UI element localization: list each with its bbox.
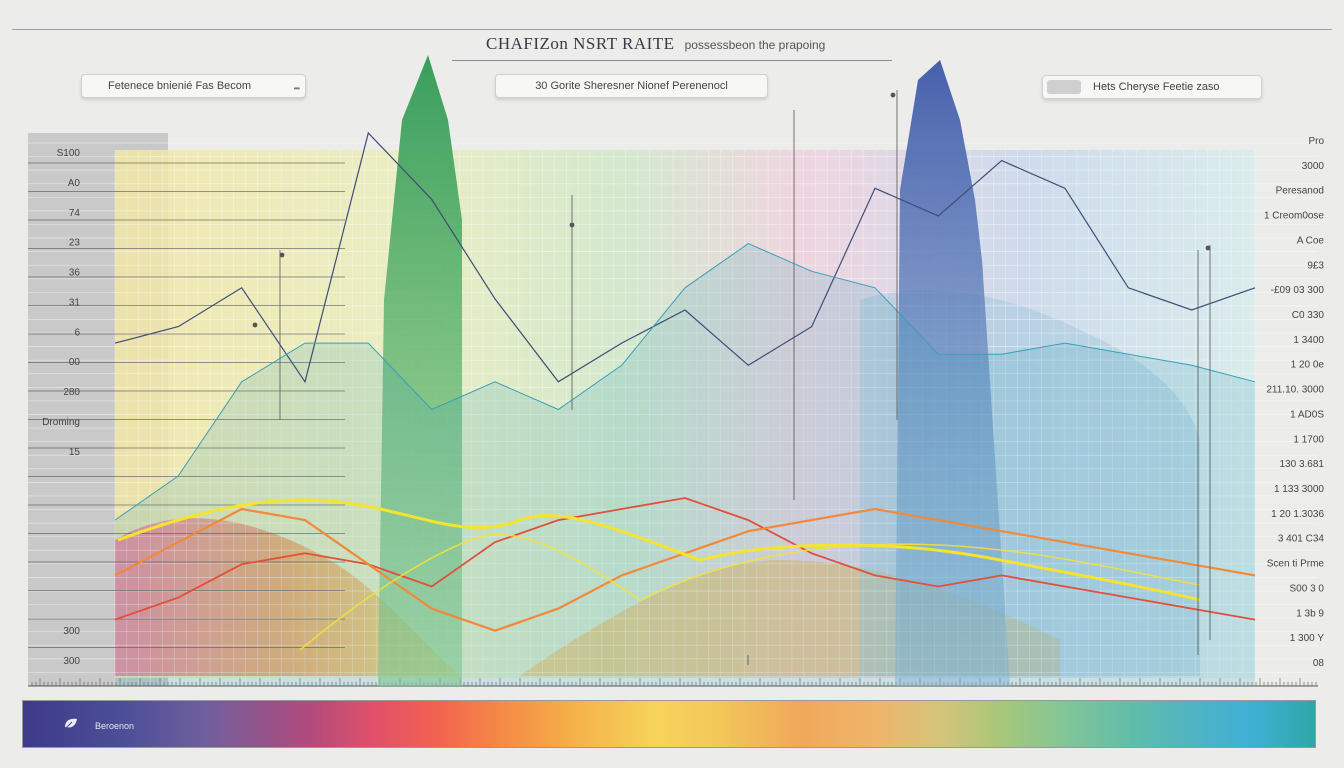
chart-header: CHAFIZon NSRT RAITE possessbeon the prap… bbox=[486, 34, 825, 54]
right-tick-label: 1 300 Y bbox=[1290, 633, 1325, 644]
left-tick-label: 36 bbox=[69, 268, 81, 279]
right-tick-label: 1 20 0e bbox=[1291, 360, 1325, 371]
title-underline bbox=[452, 60, 892, 61]
right-filter-field[interactable]: Hets Cheryse Feetie zaso bbox=[1042, 75, 1262, 99]
marker-dot bbox=[252, 322, 258, 328]
series-line-red bbox=[114, 497, 1256, 621]
leaf-icon bbox=[64, 718, 77, 730]
right-tick-label: Peresanod bbox=[1276, 186, 1324, 197]
series-line-yellow bbox=[117, 498, 1201, 602]
marker-dot bbox=[569, 222, 575, 228]
pink-orange-blob bbox=[115, 518, 460, 676]
right-tick-label: 3 401 C34 bbox=[1278, 534, 1325, 545]
center-filter-field[interactable]: 30 Gorite Sheresner Nionef Perenenocl bbox=[495, 74, 768, 98]
left-tick-label: A0 bbox=[68, 178, 81, 189]
blue-band bbox=[895, 60, 1010, 686]
right-tick-label: C0 330 bbox=[1292, 310, 1325, 321]
chart-ticks: S100 A0 74 23 36 31 6 00 280 Droming 15 300 300 Pro 30… bbox=[42, 136, 1324, 669]
series-line-dark bbox=[114, 131, 1256, 384]
color-spectrum-bar: Beroenon bbox=[22, 700, 1316, 748]
right-tick-label: 1 AD0S bbox=[1290, 409, 1324, 420]
right-tick-label: 1 Creom0ose bbox=[1264, 211, 1324, 222]
right-tick-label: 1 3b 9 bbox=[1296, 608, 1324, 619]
left-tick-label: 300 bbox=[63, 626, 80, 637]
chart-series bbox=[114, 55, 1256, 686]
right-tick-label: 3000 bbox=[1302, 161, 1325, 172]
marker-dot bbox=[279, 252, 285, 258]
right-tick-label: -£09 03 300 bbox=[1271, 285, 1325, 296]
left-tick-label: 300 bbox=[63, 656, 80, 667]
chart-subtitle: possessbeon the prapoing bbox=[684, 38, 826, 52]
series-line-yellow-2 bbox=[299, 533, 1201, 651]
right-tick-label: Scen ti Prme bbox=[1267, 559, 1325, 570]
right-filter-label: Hets Cheryse Feetie zaso bbox=[1093, 81, 1220, 93]
spectrum-label: Beroenon bbox=[95, 721, 135, 731]
left-tick-label: 74 bbox=[69, 208, 81, 219]
left-filter-field[interactable]: Fetenece bnienié Fas Becom ••• bbox=[81, 74, 306, 98]
chart: S100 A0 74 23 36 31 6 00 280 Droming 15 300 300 Pro 30… bbox=[28, 55, 1324, 687]
center-filter-label: 30 Gorite Sheresner Nionef Perenenocl bbox=[535, 80, 728, 92]
left-tick-label: 00 bbox=[69, 357, 81, 368]
green-band bbox=[378, 55, 462, 686]
right-tick-label: 1 1700 bbox=[1293, 434, 1324, 445]
left-tick-label: 280 bbox=[63, 387, 80, 398]
left-tick-label: S100 bbox=[57, 148, 81, 159]
top-rule bbox=[12, 29, 1332, 30]
marker-dot bbox=[1205, 245, 1211, 251]
left-tick-label: 23 bbox=[69, 238, 81, 249]
right-tick-label: 1 3400 bbox=[1293, 335, 1324, 346]
chart-grid bbox=[28, 142, 1318, 687]
toggle-knob[interactable] bbox=[1047, 80, 1081, 94]
right-tick-label: 1 20 1.3036 bbox=[1271, 509, 1324, 520]
right-tick-label: S00 3 0 bbox=[1290, 583, 1325, 594]
left-filter-label: Fetenece bnienié Fas Becom bbox=[108, 80, 252, 92]
right-tick-label: A Coe bbox=[1297, 235, 1325, 246]
series-line-teal bbox=[114, 243, 1256, 521]
right-tick-label: 9£3 bbox=[1307, 260, 1324, 271]
right-tick-label: 08 bbox=[1313, 658, 1325, 669]
more-icon[interactable]: ••• bbox=[293, 84, 300, 93]
left-tick-label: 15 bbox=[69, 447, 81, 458]
marker-dot bbox=[890, 92, 896, 98]
left-tick-label: Droming bbox=[42, 417, 80, 428]
left-tick-label: 6 bbox=[74, 327, 80, 338]
right-tick-label: 211.10. 3000 bbox=[1266, 385, 1324, 396]
left-tick-label: 31 bbox=[69, 297, 81, 308]
right-tick-label: Pro bbox=[1308, 136, 1324, 147]
right-tick-label: 1 133 3000 bbox=[1274, 484, 1324, 495]
right-tick-label: 130 3.681 bbox=[1280, 459, 1325, 470]
chart-title: CHAFIZon NSRT RAITE bbox=[486, 34, 675, 53]
